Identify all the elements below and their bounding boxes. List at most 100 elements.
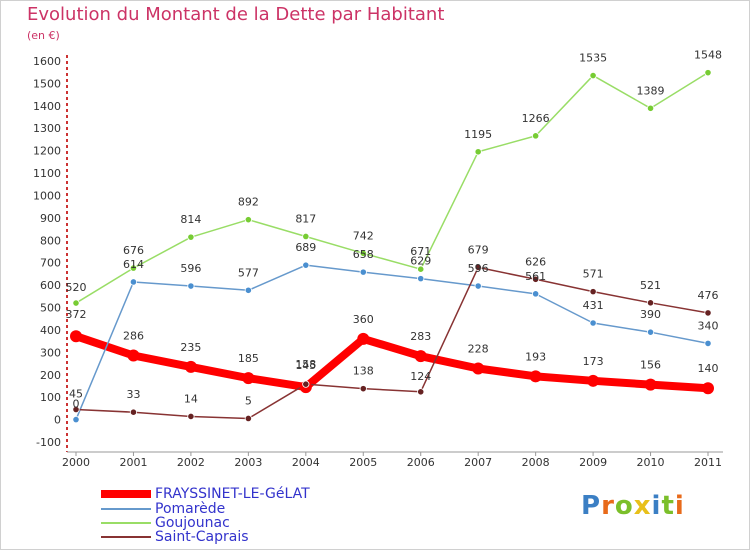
y-tick-label: -100	[36, 436, 61, 449]
data-label: 33	[126, 388, 140, 401]
data-label: 431	[583, 299, 604, 312]
series-line-0	[72, 332, 712, 393]
y-tick-label: 0	[54, 414, 61, 427]
legend-item-pomarede: Pomarède	[101, 501, 225, 517]
data-point	[532, 290, 540, 298]
data-label: 629	[410, 255, 431, 268]
legend-label: Saint-Caprais	[155, 529, 249, 545]
data-point	[704, 339, 712, 347]
data-label: 390	[640, 308, 661, 321]
data-label: 614	[123, 258, 144, 271]
data-label: 145	[295, 359, 316, 372]
data-point	[532, 132, 540, 140]
data-label: 185	[238, 352, 259, 365]
legend-swatch	[101, 536, 151, 538]
x-tick-label: 2006	[407, 456, 435, 469]
data-point	[702, 382, 714, 395]
series-line-2	[75, 71, 709, 304]
data-point	[644, 378, 657, 391]
y-tick-label: 1300	[33, 122, 61, 135]
y-tick-label: 900	[40, 212, 61, 225]
data-point	[359, 268, 367, 276]
data-label: 1535	[579, 52, 607, 65]
data-point	[646, 104, 655, 112]
y-tick-label: 300	[40, 346, 61, 359]
data-point	[127, 349, 140, 362]
legend-label: FRAYSSINET-LE-GéLAT	[155, 486, 310, 502]
data-label: 689	[295, 241, 316, 254]
data-label: 892	[238, 196, 259, 209]
data-label: 476	[698, 289, 719, 302]
data-label: 228	[468, 342, 489, 355]
x-tick-label: 2002	[177, 456, 205, 469]
legend-label: Goujounac	[155, 515, 230, 531]
data-point	[474, 148, 482, 156]
data-point	[704, 309, 712, 317]
y-tick-label: 1000	[33, 189, 61, 202]
data-point	[587, 374, 600, 387]
data-point	[646, 299, 655, 307]
data-label: 138	[353, 365, 374, 378]
data-label: 235	[180, 341, 201, 354]
y-tick-label: 1200	[33, 145, 61, 158]
data-label: 372	[66, 308, 87, 321]
data-label: 521	[640, 279, 661, 292]
data-point	[70, 330, 82, 343]
y-tick-label: 100	[40, 391, 61, 404]
data-point	[704, 69, 712, 77]
data-point	[472, 362, 485, 375]
data-label: 814	[180, 213, 201, 226]
x-tick-label: 2010	[637, 456, 665, 469]
data-label: 679	[468, 243, 489, 256]
data-label: 286	[123, 329, 144, 342]
data-label: 193	[525, 350, 546, 363]
data-label: 1195	[464, 128, 492, 141]
data-point	[244, 286, 252, 294]
data-label: 671	[410, 245, 431, 258]
data-point	[187, 282, 195, 290]
data-label: 658	[353, 248, 374, 261]
y-tick-label: 600	[40, 279, 61, 292]
data-label: 283	[410, 330, 431, 343]
data-label: 817	[295, 212, 316, 225]
legend-item-goujounac: Goujounac	[101, 515, 230, 531]
data-label: 45	[69, 388, 83, 401]
legend-swatch	[101, 522, 151, 524]
y-tick-label: 800	[40, 234, 61, 247]
legend-item-saint-caprais: Saint-Caprais	[101, 529, 249, 545]
data-label: 173	[583, 355, 604, 368]
x-tick-label: 2009	[579, 456, 607, 469]
data-point	[474, 263, 482, 272]
data-label: 158	[295, 358, 316, 371]
data-point	[414, 350, 427, 363]
data-point	[187, 233, 195, 241]
y-tick-label: 500	[40, 302, 61, 315]
x-tick-label: 2011	[694, 456, 722, 469]
data-label: 561	[525, 270, 546, 283]
y-tick-label: 200	[40, 369, 61, 382]
data-label: 577	[238, 266, 259, 279]
x-tick-label: 2003	[234, 456, 262, 469]
data-label: 1266	[522, 112, 550, 125]
data-point	[72, 405, 80, 414]
y-tick-label: 1500	[33, 77, 61, 90]
data-label: 520	[66, 281, 87, 294]
data-label: 1548	[694, 49, 722, 62]
legend-swatch	[101, 508, 151, 510]
data-point	[589, 288, 597, 296]
data-point	[184, 360, 197, 373]
data-label: 140	[698, 362, 719, 375]
x-tick-label: 2000	[62, 456, 90, 469]
data-label: 676	[123, 244, 144, 257]
data-point	[129, 278, 138, 286]
data-point	[417, 275, 425, 283]
data-point	[72, 415, 80, 424]
chart-unit-label: (en €)	[27, 29, 60, 42]
y-tick-label: 1100	[33, 167, 61, 180]
data-point	[417, 265, 425, 273]
data-point	[302, 261, 310, 269]
data-label: 0	[73, 398, 80, 411]
data-point	[302, 232, 310, 241]
